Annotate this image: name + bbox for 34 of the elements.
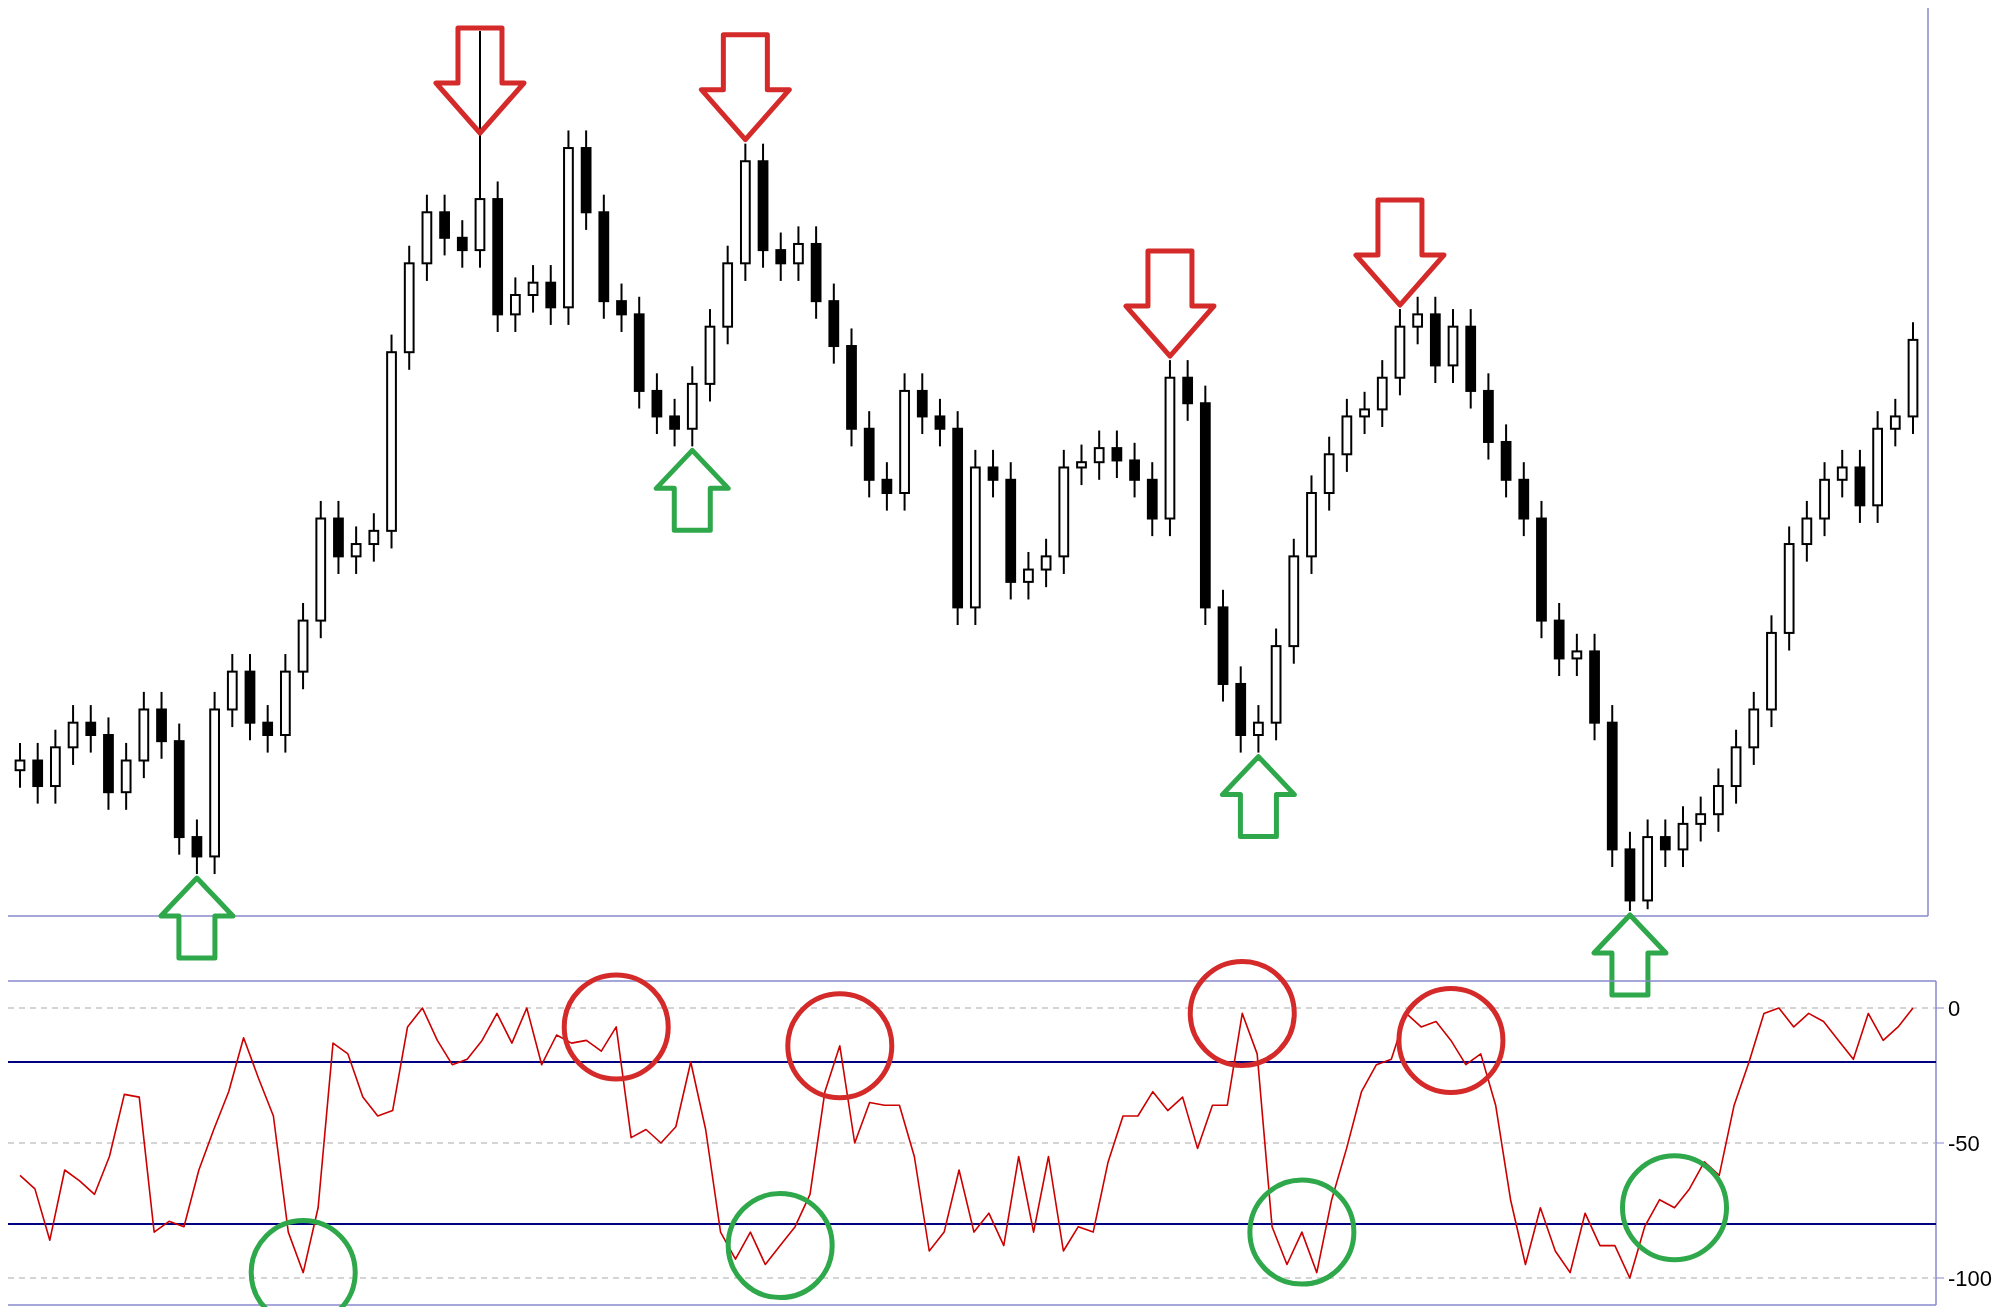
- candlestick: [881, 461, 893, 512]
- candlestick: [775, 231, 787, 282]
- candlestick: [1129, 441, 1140, 499]
- candlestick: [1040, 537, 1052, 589]
- candlestick: [1571, 632, 1583, 678]
- y-tick-label: -100: [1948, 1265, 1993, 1291]
- candlestick: [14, 741, 26, 789]
- candlestick: [1659, 818, 1671, 868]
- candlestick: [527, 264, 539, 314]
- candlestick: [1093, 429, 1105, 481]
- candlestick: [1412, 295, 1424, 346]
- candlestick: [1889, 397, 1901, 448]
- candlestick: [368, 512, 380, 563]
- candlestick: [1076, 443, 1087, 487]
- candlestick: [85, 704, 97, 754]
- candlestick: [1253, 704, 1264, 754]
- line-series: [19, 1007, 1914, 1279]
- candlestick: [1111, 429, 1123, 480]
- candlestick: [793, 225, 804, 282]
- candlestick: [191, 818, 203, 876]
- candlestick: [1023, 550, 1034, 601]
- candlestick: [1695, 795, 1707, 843]
- y-tick-label: -50: [1948, 1130, 1980, 1156]
- y-tick-label: 0: [1948, 995, 1961, 1021]
- candlestick: [509, 276, 521, 333]
- candlestick: [616, 282, 627, 333]
- candlestick: [262, 704, 274, 754]
- candlestick: [1836, 448, 1848, 499]
- candlestick: [934, 397, 946, 448]
- candlestick: [456, 219, 468, 269]
- candlestick: [1359, 390, 1370, 436]
- candlestick: [350, 525, 362, 575]
- candlestick: [669, 397, 680, 448]
- candlestick: [987, 448, 999, 499]
